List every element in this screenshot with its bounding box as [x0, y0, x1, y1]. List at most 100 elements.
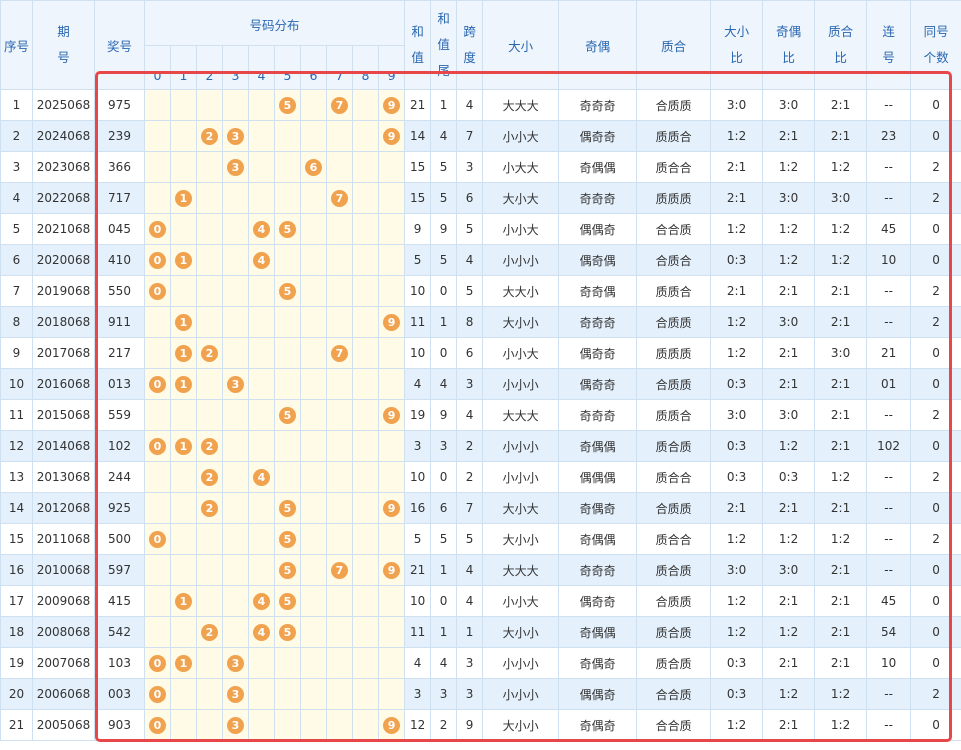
cell: 合合质: [636, 213, 712, 245]
digit-cell: 0: [144, 213, 171, 245]
ball: 9: [383, 313, 401, 331]
cell: 小小大: [482, 213, 560, 245]
ball: 4: [253, 220, 270, 238]
digit-cell: 7: [326, 182, 353, 214]
cell: 4: [456, 244, 484, 276]
cell: 2: [910, 151, 961, 183]
cell: 0: [910, 213, 961, 245]
cell: 3:0: [762, 399, 816, 431]
cell: 2:1: [710, 275, 764, 307]
digit-cell: [352, 151, 379, 183]
ball: 2: [201, 468, 218, 486]
cell: 合合质: [636, 709, 712, 741]
cell: 大大大: [482, 399, 560, 431]
digit-cell: [326, 306, 353, 338]
cell: 1:2: [762, 616, 816, 648]
digit-cell: [248, 89, 275, 121]
cell: 小小大: [482, 585, 560, 617]
cell: 2022068: [32, 182, 95, 214]
cell: 2: [910, 182, 961, 214]
cell: --: [866, 709, 912, 741]
cell: 9: [430, 213, 458, 245]
digit-cell: [222, 585, 249, 617]
cell: 3:0: [762, 306, 816, 338]
digit-cell: [300, 182, 327, 214]
cell: 8: [0, 306, 33, 338]
digit-cell: [326, 399, 353, 431]
cell: 6: [456, 182, 484, 214]
cell: --: [866, 523, 912, 555]
digit-cell: [196, 89, 223, 121]
digit-cell: [222, 275, 249, 307]
cell: 2021068: [32, 213, 95, 245]
cell: 5: [430, 244, 458, 276]
digit-cell: 1: [170, 337, 197, 369]
digit-cell: [274, 337, 301, 369]
header-text: 期号: [57, 24, 70, 65]
ball: 3: [227, 654, 244, 672]
digit-cell: [300, 337, 327, 369]
cell: 2:1: [814, 368, 868, 400]
digit-cell: [377, 368, 406, 400]
cell: 5: [404, 523, 432, 555]
header-cell: 和值: [404, 0, 432, 90]
cell: 2: [910, 306, 961, 338]
cell: 合质质: [636, 368, 712, 400]
digit-cell: [196, 709, 223, 741]
cell: 1: [430, 306, 458, 338]
cell: --: [866, 399, 912, 431]
digit-cell: 0: [144, 709, 171, 741]
digit-cell: [326, 616, 353, 648]
cell: 1:2: [814, 213, 868, 245]
cell: 0:3: [710, 461, 764, 493]
digit-cell: [300, 492, 327, 524]
digit-cell: [352, 244, 379, 276]
digit-cell: [274, 430, 301, 462]
cell: 7: [456, 492, 484, 524]
cell: 2: [910, 399, 961, 431]
digit-cell: [248, 337, 275, 369]
digit-cell: 5: [274, 523, 301, 555]
cell: 2:1: [762, 585, 816, 617]
digit-cell: [326, 120, 353, 152]
cell: 2: [0, 120, 33, 152]
digit-cell: 1: [170, 244, 197, 276]
digit-cell: [196, 306, 223, 338]
cell: 大小小: [482, 616, 560, 648]
digit-header: 9: [377, 45, 406, 90]
header-text: 奇偶比: [776, 24, 802, 65]
cell: --: [866, 306, 912, 338]
digit-cell: [248, 492, 275, 524]
ball: 9: [383, 561, 401, 579]
digit-cell: 0: [144, 430, 171, 462]
header-cell: 号码分布: [143, 0, 406, 46]
cell: 1:2: [814, 709, 868, 741]
ball: 0: [149, 654, 166, 672]
cell: 小小小: [482, 368, 560, 400]
cell: 4: [0, 182, 33, 214]
digit-header: 1: [170, 45, 197, 90]
cell: 3: [456, 151, 484, 183]
digit-header: 2: [196, 45, 223, 90]
digit-cell: 4: [248, 244, 275, 276]
digit-cell: 0: [144, 647, 171, 679]
digit-cell: [248, 523, 275, 555]
cell: --: [866, 678, 912, 710]
cell: 4: [456, 399, 484, 431]
cell: 5: [430, 523, 458, 555]
cell: 54: [866, 616, 912, 648]
digit-cell: 3: [222, 120, 249, 152]
cell: 1:2: [710, 120, 764, 152]
cell: 3:0: [762, 89, 816, 121]
digit-cell: [222, 399, 249, 431]
cell: 2023068: [32, 151, 95, 183]
cell: 2: [910, 678, 961, 710]
cell: 1:2: [814, 523, 868, 555]
ball: 1: [175, 654, 192, 672]
header-cell[interactable]: 期号排序: [32, 0, 95, 90]
ball: 9: [383, 499, 401, 517]
cell: 14: [404, 120, 432, 152]
digit-cell: [170, 275, 197, 307]
cell: 小小小: [482, 244, 560, 276]
ball: 1: [175, 437, 192, 455]
